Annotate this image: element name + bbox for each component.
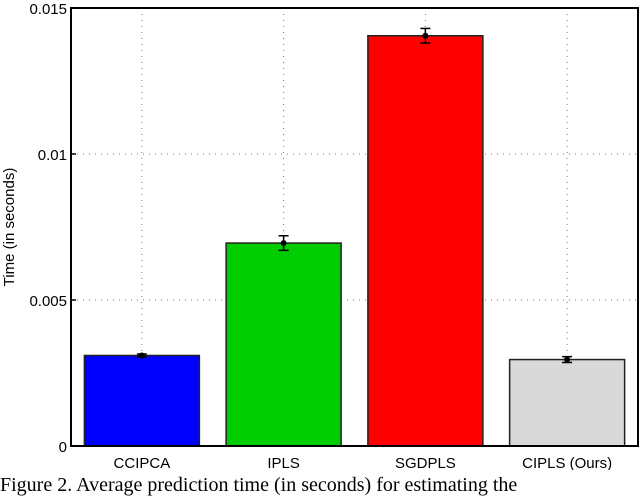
- bars: [83, 34, 626, 447]
- bar-ccipca: [83, 354, 201, 447]
- axes-box: [70, 7, 639, 447]
- bar-ipls: [225, 242, 342, 447]
- y-tick-label: 0.005: [29, 293, 67, 310]
- x-tick-label: IPLS: [267, 455, 300, 470]
- error-bars: [136, 27, 573, 364]
- mean-marker: [138, 352, 145, 359]
- y-tick-label: 0: [59, 439, 67, 456]
- bar-cipls-ours: [508, 358, 626, 447]
- y-tick-label: 0.01: [38, 147, 67, 164]
- x-axis-labels: CCIPCA IPLS SGDPLS CIPLS (Ours): [114, 455, 613, 470]
- mean-marker: [422, 32, 429, 39]
- y-axis-label: Time (in seconds): [1, 168, 18, 287]
- y-tick-label: 0.015: [29, 1, 67, 18]
- mean-marker: [280, 240, 287, 247]
- bar-sgdpls: [367, 34, 484, 447]
- x-tick-label: CIPLS (Ours): [522, 455, 612, 470]
- y-axis-ticks: 0 0.005 0.01 0.015: [29, 1, 76, 456]
- mean-marker: [564, 356, 571, 363]
- bar-chart: 0 0.005 0.01 0.015 CCIPCA IPLS SGDPLS CIPLS (O…: [1, 1, 639, 470]
- x-tick-label: SGDPLS: [395, 455, 456, 470]
- x-tick-label: CCIPCA: [114, 455, 171, 470]
- figure-caption: Figure 2. Average prediction time (in se…: [0, 474, 518, 496]
